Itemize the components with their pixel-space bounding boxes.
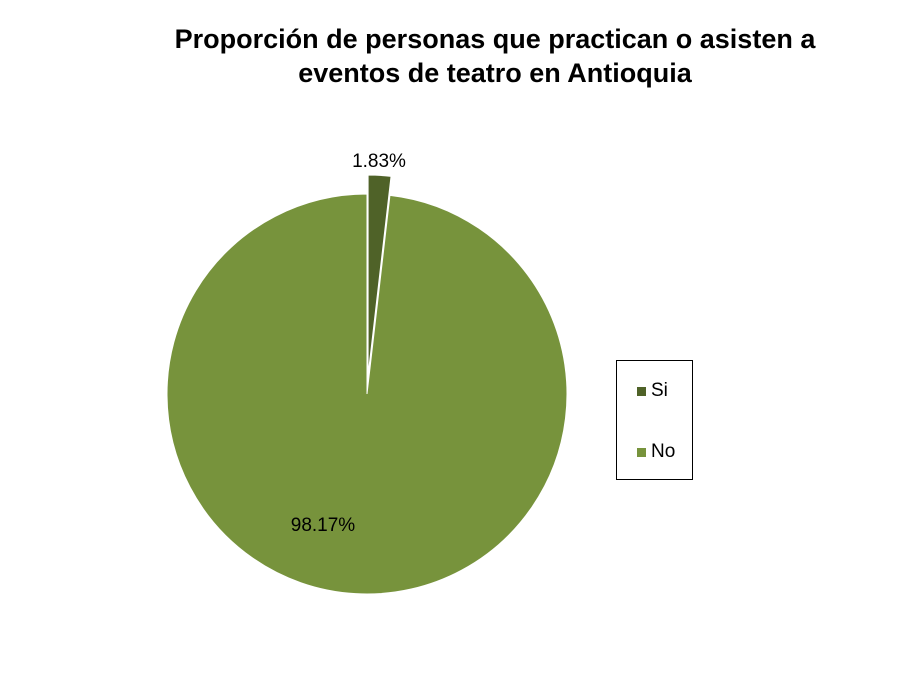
pie-slice-no bbox=[166, 193, 568, 595]
chart-legend: Si No bbox=[616, 360, 693, 480]
chart-title-line-1: Proporción de personas que practican o a… bbox=[174, 24, 816, 54]
data-label-si: 1.83% bbox=[352, 151, 406, 172]
legend-item-no: No bbox=[637, 441, 676, 462]
legend-item-si: Si bbox=[637, 380, 668, 401]
chart-title: Proporción de personas que practican o a… bbox=[140, 22, 850, 90]
data-label-no: 98.17% bbox=[291, 515, 356, 536]
legend-swatch-si bbox=[637, 386, 646, 396]
legend-swatch-no bbox=[637, 447, 646, 457]
pie-slice-si bbox=[367, 174, 392, 376]
legend-label-si: Si bbox=[651, 380, 668, 401]
chart-title-line-2: eventos de teatro en Antioquia bbox=[298, 58, 692, 88]
legend-label-no: No bbox=[651, 441, 676, 462]
